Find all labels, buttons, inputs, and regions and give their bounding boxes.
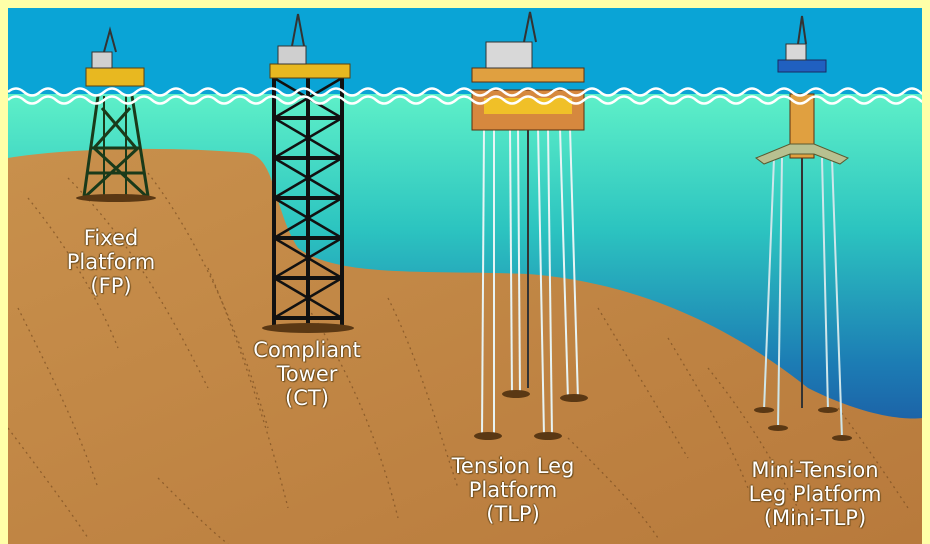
label-fixed-platform: Fixed Platform (FP) [66,226,156,298]
mini-tlp-deck [777,59,827,73]
mini-tlp-tethers [763,157,843,439]
compliant-tower-deck [269,63,351,79]
diagram-frame: Fixed Platform (FP) Compliant Tower (CT)… [8,8,922,544]
label-tension-leg-platform: Tension Leg Platform (TLP) [451,454,575,526]
seabed [8,148,922,544]
mini-tlp-pontoons [754,143,850,165]
tlp-tethers [481,127,579,437]
label-compliant-tower: Compliant Tower (CT) [253,338,361,410]
label-mini-tension-leg-platform: Mini-Tension Leg Platform (Mini-TLP) [748,458,882,530]
sea-surface [8,87,922,105]
fixed-platform-structure [82,95,150,198]
offshore-platforms-illustration [8,8,922,544]
sky [8,8,922,94]
compliant-tower-structure [272,76,344,326]
fixed-platform-deck [85,67,145,87]
tlp-deck [471,67,585,83]
